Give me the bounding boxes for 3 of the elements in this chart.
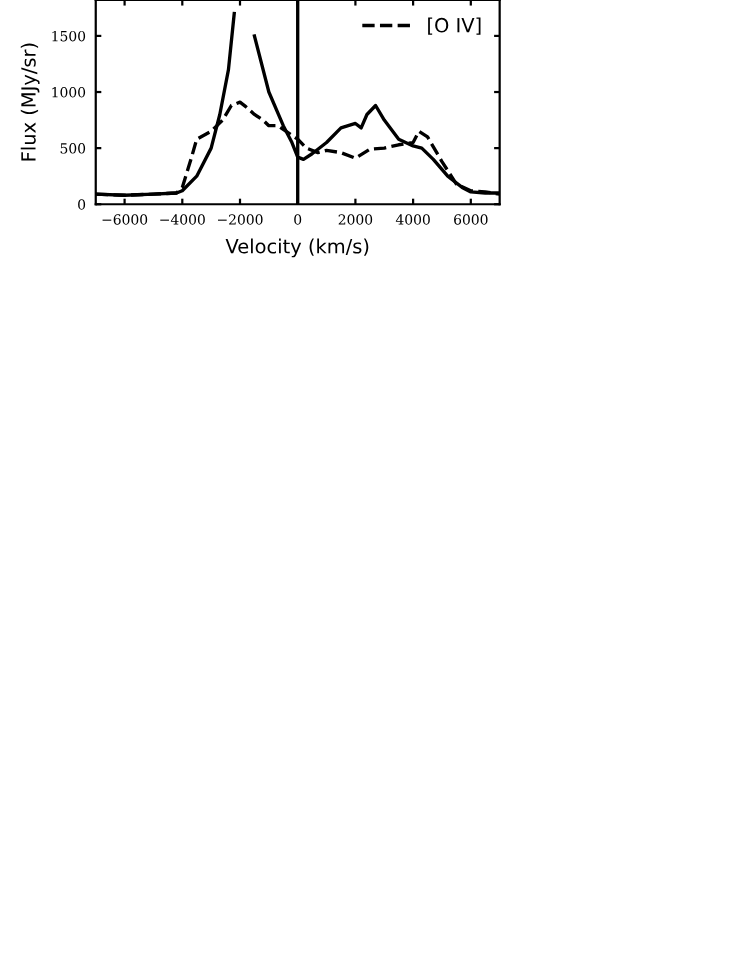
legend-label: [O IV]: [428, 17, 481, 35]
x-axis-title: Velocity (km/s): [225, 238, 369, 258]
y-axis-title: Flux (MJy/sr): [20, 43, 40, 161]
